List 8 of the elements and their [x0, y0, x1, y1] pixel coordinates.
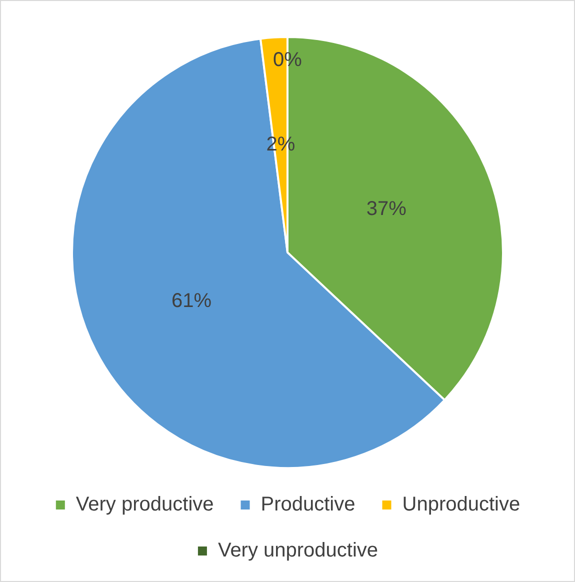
legend-label: Unproductive — [402, 494, 520, 516]
legend-label: Productive — [260, 494, 356, 516]
legend-label: Very unproductive — [218, 540, 378, 562]
data-label: 37% — [366, 198, 407, 220]
text: 0% — [273, 49, 302, 72]
data-label: 61% — [171, 290, 212, 312]
data-label: 2% — [266, 133, 296, 156]
legend-label: Very productive — [76, 494, 214, 516]
